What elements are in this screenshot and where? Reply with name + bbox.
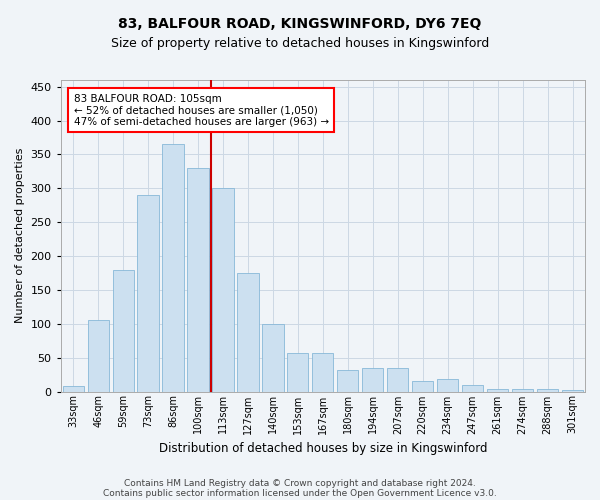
Bar xyxy=(487,389,508,392)
Bar xyxy=(312,353,334,392)
Bar xyxy=(238,273,259,392)
Text: 83, BALFOUR ROAD, KINGSWINFORD, DY6 7EQ: 83, BALFOUR ROAD, KINGSWINFORD, DY6 7EQ xyxy=(118,18,482,32)
Bar xyxy=(113,270,134,392)
Bar xyxy=(537,390,558,392)
Bar xyxy=(387,368,409,392)
Text: Contains HM Land Registry data © Crown copyright and database right 2024.: Contains HM Land Registry data © Crown c… xyxy=(124,478,476,488)
Bar xyxy=(187,168,209,392)
Bar xyxy=(137,195,159,392)
X-axis label: Distribution of detached houses by size in Kingswinford: Distribution of detached houses by size … xyxy=(158,442,487,455)
Bar xyxy=(337,370,358,392)
Bar xyxy=(412,382,433,392)
Bar xyxy=(88,320,109,392)
Text: Contains public sector information licensed under the Open Government Licence v3: Contains public sector information licen… xyxy=(103,488,497,498)
Y-axis label: Number of detached properties: Number of detached properties xyxy=(15,148,25,324)
Bar xyxy=(163,144,184,392)
Bar xyxy=(212,188,233,392)
Text: Size of property relative to detached houses in Kingswinford: Size of property relative to detached ho… xyxy=(111,38,489,51)
Bar xyxy=(62,386,84,392)
Bar xyxy=(562,390,583,392)
Text: 83 BALFOUR ROAD: 105sqm
← 52% of detached houses are smaller (1,050)
47% of semi: 83 BALFOUR ROAD: 105sqm ← 52% of detache… xyxy=(74,94,329,126)
Bar xyxy=(362,368,383,392)
Bar xyxy=(262,324,284,392)
Bar xyxy=(512,389,533,392)
Bar xyxy=(287,353,308,392)
Bar xyxy=(462,384,483,392)
Bar xyxy=(437,380,458,392)
